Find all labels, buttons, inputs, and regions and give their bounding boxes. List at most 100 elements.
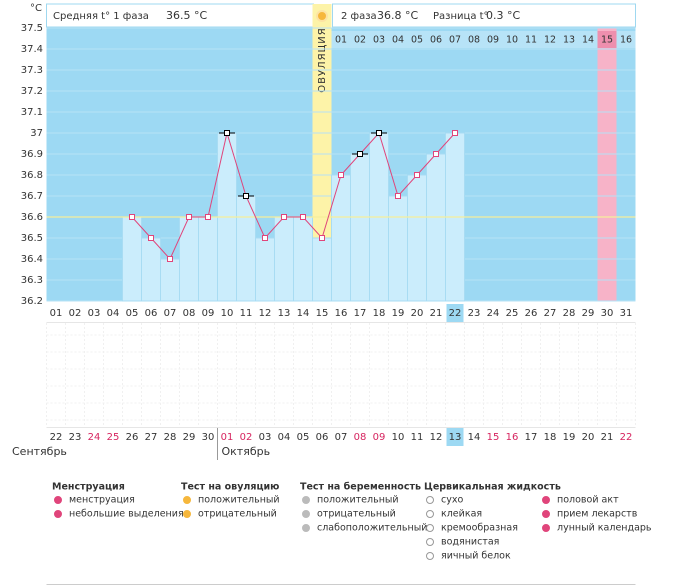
temp-marker (395, 193, 401, 199)
phase2-row (331, 31, 636, 48)
calendar-date: 14 (468, 432, 481, 443)
phase2-day: 15 (601, 35, 613, 46)
legend-item: отрицательный (198, 509, 277, 520)
phase2-day: 05 (411, 35, 423, 46)
legend-icon (542, 496, 550, 504)
legend-item: сухо (441, 495, 463, 506)
temp-bar (255, 237, 275, 302)
calendar-date: 07 (335, 432, 348, 443)
temp-bar (179, 216, 199, 302)
legend-icon (426, 510, 434, 518)
calendar-date: 02 (240, 432, 253, 443)
legend-icon (302, 510, 310, 518)
calendar-date: 03 (259, 432, 272, 443)
diff-label: Разница t° (433, 11, 489, 22)
y-tick-label: 37.3 (21, 65, 43, 76)
expected-period (597, 28, 617, 301)
y-tick-label: 37 (30, 128, 43, 139)
today-cell (446, 304, 464, 322)
cycle-day: 26 (525, 308, 538, 319)
y-tick-label: 36.3 (21, 275, 43, 286)
cycle-day: 05 (126, 308, 139, 319)
legend-icon (426, 538, 434, 546)
phase2-day: 07 (449, 35, 461, 46)
calendar-date: 25 (107, 432, 120, 443)
calendar-date: 15 (487, 432, 500, 443)
phase2-day: 12 (544, 35, 556, 46)
temp-marker (433, 151, 439, 157)
calendar-date: 12 (430, 432, 443, 443)
legend-icon (426, 524, 434, 532)
temp-bar (350, 153, 370, 302)
temp-marker (452, 130, 458, 136)
calendar-date: 01 (221, 432, 234, 443)
phase2-day: 11 (525, 35, 537, 46)
calendar-date: 28 (164, 432, 177, 443)
cycle-day: 15 (316, 308, 329, 319)
temp-bar (388, 195, 408, 302)
phase2-day: 02 (354, 35, 366, 46)
header-box (332, 3, 636, 28)
temp-marker (281, 214, 287, 220)
phase2-day: 16 (620, 35, 632, 46)
legend-item: положительный (198, 495, 280, 506)
phase2-label: 2 фаза (341, 11, 377, 22)
phase2-day: 08 (468, 35, 480, 46)
temp-marker (300, 214, 306, 220)
calendar-date: 08 (354, 432, 367, 443)
phase2-day: 10 (506, 35, 518, 46)
calendar-date: 04 (278, 432, 291, 443)
cycle-day: 12 (259, 308, 272, 319)
temp-bar (122, 216, 142, 302)
phase2-day: 09 (487, 35, 499, 46)
y-tick-label: 36.9 (21, 149, 43, 160)
calendar-date: 10 (392, 432, 405, 443)
y-tick-label: 36.6 (21, 212, 43, 223)
legend-item: кремообразная (441, 523, 518, 534)
cycle-day: 11 (240, 308, 253, 319)
legend-item: небольшие выделения (69, 509, 184, 520)
phase1-value: 36.5 °C (166, 9, 207, 22)
temp-bar (407, 174, 427, 302)
temp-bar (274, 216, 294, 302)
calendar-date: 05 (297, 432, 310, 443)
calendar-date: 16 (506, 432, 519, 443)
cycle-day: 17 (354, 308, 367, 319)
legend-icon (183, 496, 191, 504)
calendar-date: 20 (582, 432, 595, 443)
ovulation-label: ОВУЛЯЦИЯ (317, 27, 328, 93)
calendar-date: 22 (50, 432, 63, 443)
y-tick-label: 37.4 (21, 44, 43, 55)
cycle-day: 13 (278, 308, 291, 319)
temp-bar (293, 216, 313, 302)
legend-item: лунный календарь (557, 523, 652, 534)
temp-marker (186, 214, 192, 220)
today-date-cell (446, 428, 464, 446)
legend-item: водянистая (441, 537, 499, 548)
calendar-date: 21 (601, 432, 614, 443)
temp-marker (262, 235, 268, 241)
month-label: Октябрь (222, 445, 271, 458)
legend-icon (542, 524, 550, 532)
temp-marker (338, 172, 344, 178)
legend-title: Цервикальная жидкость (424, 482, 561, 493)
legend-item: положительный (317, 495, 399, 506)
legend-item: отрицательный (317, 509, 396, 520)
legend-title: Тест на беременность (300, 482, 421, 493)
temp-marker (319, 235, 325, 241)
legend-icon (542, 510, 550, 518)
y-tick-label: 36.5 (21, 233, 43, 244)
legend-icon (54, 496, 62, 504)
calendar-date: 27 (145, 432, 158, 443)
cycle-day: 29 (582, 308, 595, 319)
temp-bar (426, 153, 446, 302)
legend-item: прием лекарств (557, 509, 638, 520)
ovulation-column (312, 4, 332, 301)
cycle-day: 21 (430, 308, 443, 319)
cycle-day: 22 (449, 308, 462, 319)
cycle-day: 16 (335, 308, 348, 319)
cycle-day: 02 (69, 308, 82, 319)
legend-item: менструация (69, 495, 135, 506)
legend-icon (54, 510, 62, 518)
temp-marker (414, 172, 420, 178)
